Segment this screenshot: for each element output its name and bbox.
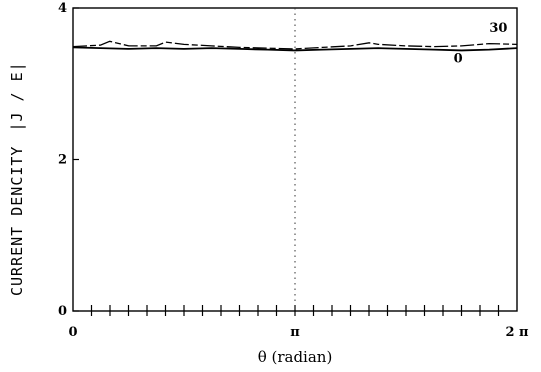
series-layer xyxy=(72,40,517,52)
series-annotation-30: 30 xyxy=(489,21,507,36)
y-tick-label: 4 xyxy=(58,1,67,16)
x-tick-label: 2 π xyxy=(505,325,529,340)
x-tick-label: 0 xyxy=(68,325,77,340)
series-line-30 xyxy=(72,40,517,50)
label-layer: 0 2 4 0 π 2 π θ (radian) 30 0 xyxy=(58,1,529,366)
y-axis-label: CURRENT DENCITY |J / E| xyxy=(8,61,26,310)
tick-layer xyxy=(73,7,500,316)
series-annotation-0: 0 xyxy=(454,52,463,67)
y-axis-unit-text: |J / E| xyxy=(8,61,26,132)
x-tick-label: π xyxy=(290,325,300,340)
x-axis-label: θ (radian) xyxy=(258,348,333,366)
y-axis-label-text: CURRENT DENCITY xyxy=(8,145,26,296)
series-line-0 xyxy=(72,46,517,52)
y-tick-label: 0 xyxy=(58,304,67,319)
y-tick-label: 2 xyxy=(58,153,67,168)
